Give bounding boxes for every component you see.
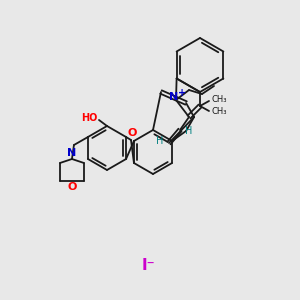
Text: I⁻: I⁻	[141, 257, 155, 272]
Text: +: +	[178, 88, 186, 98]
Text: H: H	[156, 136, 164, 146]
Text: O: O	[67, 182, 76, 192]
Text: N: N	[67, 148, 76, 158]
Text: HO: HO	[81, 113, 97, 123]
Text: CH₃: CH₃	[211, 95, 227, 104]
Text: H: H	[185, 126, 193, 136]
Text: N: N	[169, 92, 178, 102]
Text: O: O	[127, 128, 137, 138]
Text: CH₃: CH₃	[211, 106, 227, 116]
